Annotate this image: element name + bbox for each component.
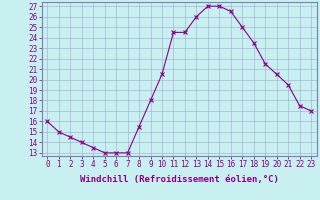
X-axis label: Windchill (Refroidissement éolien,°C): Windchill (Refroidissement éolien,°C): [80, 175, 279, 184]
